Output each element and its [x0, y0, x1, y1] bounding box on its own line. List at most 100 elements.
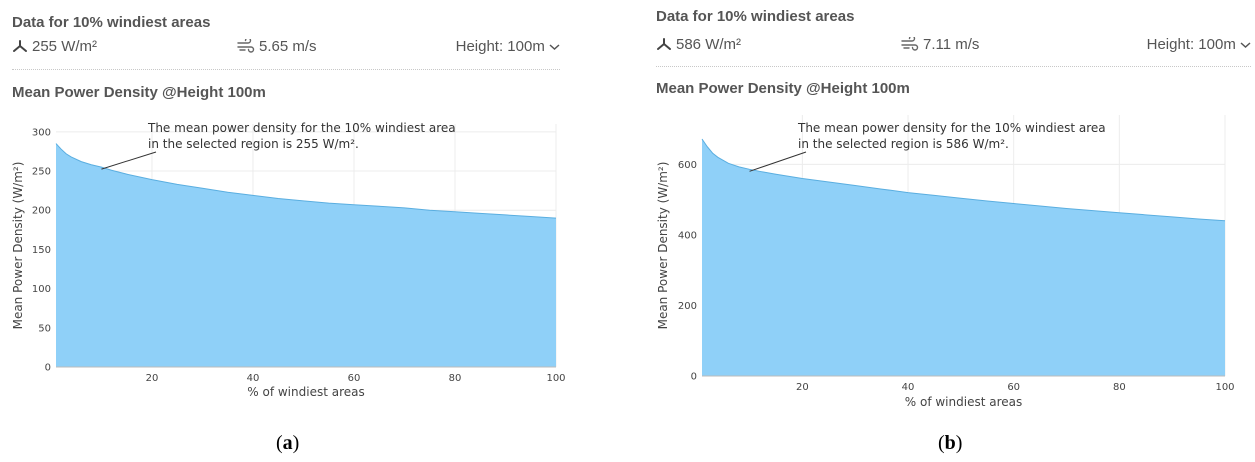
data-point: [748, 168, 750, 170]
data-point: [960, 197, 962, 199]
x-tick-label: 20: [146, 373, 159, 384]
data-point: [201, 187, 203, 189]
data-point: [1012, 202, 1014, 204]
data-point: [1224, 220, 1226, 222]
data-point: [353, 204, 355, 206]
y-axis-label: Mean Power Density (W/m²): [11, 162, 25, 330]
series-line: [55, 143, 557, 219]
chart-title: Mean Power Density @Height 100m: [12, 84, 266, 101]
data-point: [328, 202, 330, 204]
data-point: [555, 217, 557, 219]
x-axis-label: % of windiest areas: [905, 395, 1022, 409]
wind-speed-value: 5.65 m/s: [259, 38, 317, 55]
data-point: [479, 212, 481, 214]
data-point: [80, 160, 82, 162]
data-point: [801, 177, 803, 179]
data-point: [403, 207, 405, 209]
data-point: [126, 173, 128, 175]
chevron-down-icon: [1240, 42, 1251, 49]
height-dropdown-label: Height: 100m: [455, 38, 545, 55]
chevron-down-icon: [549, 44, 560, 51]
x-tick-label: 40: [902, 382, 915, 393]
data-point: [775, 173, 777, 175]
caption-letter: a: [282, 432, 293, 454]
y-axis-label: Mean Power Density (W/m²): [656, 162, 670, 330]
panel-a: Data for 10% windiest areas 255 W/m² 5.6…: [0, 0, 575, 462]
y-tick-label: 0: [45, 363, 51, 374]
chart-a: 20 40 60 80 100 0 50 100 150 200 250 300 % of windie…: [11, 121, 566, 399]
y-tick-label: 50: [38, 323, 51, 334]
data-point: [986, 200, 988, 202]
data-point: [277, 197, 279, 199]
data-point: [933, 194, 935, 196]
data-point: [378, 205, 380, 207]
data-point: [70, 156, 72, 158]
x-tick-label: 100: [546, 373, 565, 384]
height-dropdown[interactable]: Height: 100m: [456, 38, 560, 55]
height-dropdown-label: Height: 100m: [1146, 36, 1236, 53]
data-point: [302, 200, 304, 202]
annotation-text: The mean power density for the 10% windi…: [147, 121, 456, 135]
y-tick-label: 400: [678, 230, 697, 241]
y-tick-label: 300: [32, 127, 51, 138]
data-point: [907, 191, 909, 193]
data-point: [854, 184, 856, 186]
data-point: [828, 181, 830, 183]
x-tick-label: 20: [796, 382, 809, 393]
power-density-value: 255 W/m²: [32, 38, 98, 55]
data-point: [701, 138, 703, 140]
y-tick-label: 250: [32, 167, 51, 178]
chart-title: Mean Power Density @Height 100m: [656, 80, 910, 97]
data-point: [90, 164, 92, 166]
data-point: [176, 183, 178, 185]
power-density-stat: 255 W/m²: [12, 38, 97, 55]
data-point: [1118, 211, 1120, 213]
series-line: [701, 138, 1226, 222]
y-tick-label: 100: [32, 284, 51, 295]
data-point: [504, 214, 506, 216]
annotation-leader: [749, 151, 807, 172]
figure-caption: (a): [276, 432, 300, 454]
x-tick-label: 40: [247, 373, 260, 384]
panel-title: Data for 10% windiest areas: [12, 14, 211, 31]
data-point: [1039, 205, 1041, 207]
annotation-text: in the selected region is 586 W/m².: [798, 137, 1009, 151]
power-density-stat: 586 W/m²: [656, 36, 741, 53]
data-point: [530, 215, 532, 217]
y-tick-label: 150: [32, 245, 51, 256]
panel-b: Data for 10% windiest areas 586 W/m² 7.1…: [645, 0, 1255, 462]
wind-speed-value: 7.11 m/s: [923, 36, 980, 53]
data-point: [727, 162, 729, 164]
area-series: [56, 143, 556, 367]
data-point: [151, 178, 153, 180]
data-point: [759, 170, 761, 172]
annotation-leader: [101, 151, 157, 170]
data-point: [65, 153, 67, 155]
annotation-text: in the selected region is 255 W/m².: [148, 137, 359, 151]
divider: [12, 69, 560, 70]
x-tick-label: 80: [1113, 382, 1126, 393]
wind-speed-stat: 7.11 m/s: [901, 35, 980, 53]
y-tick-label: 600: [678, 160, 697, 171]
data-point: [1145, 214, 1147, 216]
y-tick-label: 0: [691, 372, 697, 383]
area-series: [702, 138, 1225, 376]
annotation-text: The mean power density for the 10% windi…: [797, 121, 1106, 135]
y-tick-label: 200: [32, 206, 51, 217]
data-point: [717, 156, 719, 158]
data-point: [1171, 216, 1173, 218]
caption-letter: b: [944, 432, 956, 454]
wind-speed-icon: [901, 35, 919, 51]
data-point: [55, 142, 57, 144]
figure-caption: (b): [938, 432, 963, 454]
data-point: [454, 211, 456, 213]
x-tick-label: 80: [449, 373, 462, 384]
height-dropdown[interactable]: Height: 100m: [1147, 36, 1251, 53]
wind-speed-stat: 5.65 m/s: [237, 37, 317, 55]
data-point: [706, 146, 708, 148]
data-point: [880, 188, 882, 190]
divider: [656, 66, 1251, 67]
data-point: [711, 152, 713, 154]
data-point: [1092, 209, 1094, 211]
data-point: [252, 194, 254, 196]
